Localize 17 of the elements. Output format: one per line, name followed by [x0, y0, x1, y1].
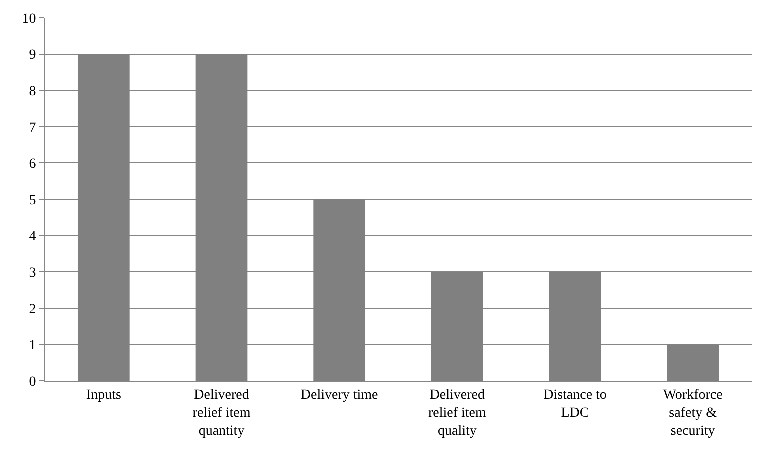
y-tick-label: 2	[29, 302, 36, 318]
x-tick-label: Workforce safety & security	[663, 388, 723, 440]
y-tick-label: 6	[29, 157, 36, 172]
y-tick-label: 5	[29, 193, 36, 208]
x-tick-label: Delivery time	[300, 388, 378, 403]
y-tick-label: 1	[29, 338, 36, 354]
y-tick-label: 4	[29, 230, 36, 245]
y-tick-label: 10	[22, 12, 36, 27]
y-tick-label: 9	[29, 48, 36, 64]
x-tick-label: Inputs	[86, 388, 122, 403]
y-tick-label: 8	[29, 84, 36, 100]
x-tick-label: Distance to LDC	[544, 388, 607, 421]
y-tick-label: 3	[29, 266, 36, 281]
x-tick-label: Delivered relief item quality	[428, 388, 486, 440]
y-tick-label: 0	[29, 374, 36, 390]
y-tick-label: 7	[29, 120, 36, 136]
x-tick-label: Delivered relief item quantity	[192, 388, 251, 440]
